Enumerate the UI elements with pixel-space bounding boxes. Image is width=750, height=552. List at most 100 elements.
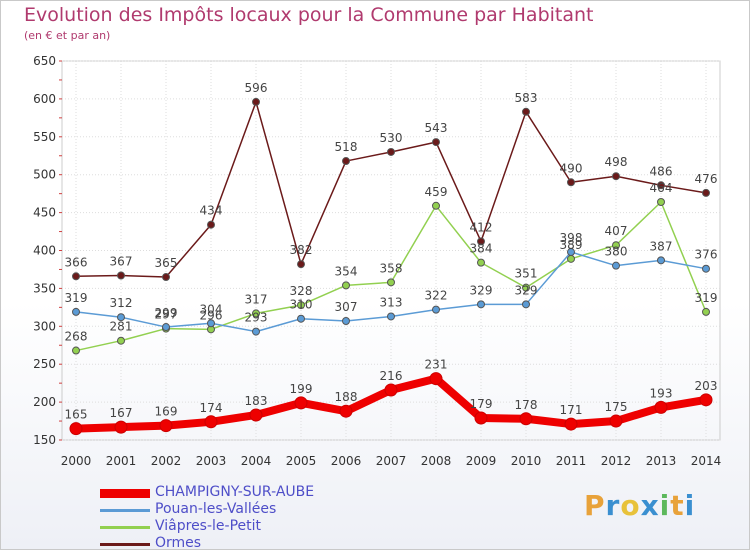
data-label: 165: [65, 408, 88, 422]
data-point: [117, 271, 125, 280]
x-tick-label: 2006: [331, 454, 362, 468]
data-label: 407: [605, 224, 628, 238]
data-point: [252, 97, 260, 106]
logo-letter: o: [620, 489, 641, 522]
y-tick-label: 200: [33, 395, 56, 409]
data-point: [114, 420, 128, 434]
legend-label: Viâpres-le-Petit: [155, 518, 262, 534]
legend-swatch: [100, 543, 150, 546]
data-point: [612, 261, 620, 270]
data-label: 464: [650, 181, 673, 195]
data-point: [699, 393, 713, 407]
data-point: [477, 237, 485, 246]
data-point: [657, 256, 665, 265]
data-point: [162, 323, 170, 332]
y-tick-label: 650: [33, 54, 56, 68]
data-point: [339, 404, 353, 418]
data-point: [159, 419, 173, 433]
data-point: [69, 422, 83, 436]
data-point: [294, 396, 308, 410]
logo-letter: t: [670, 489, 685, 522]
data-label: 329: [470, 283, 493, 297]
data-label: 329: [515, 283, 538, 297]
data-label: 313: [380, 295, 403, 309]
data-label: 231: [425, 358, 448, 372]
data-point: [702, 307, 710, 316]
data-point: [207, 319, 215, 328]
x-tick-label: 2004: [241, 454, 272, 468]
data-point: [342, 316, 350, 325]
data-point: [564, 417, 578, 431]
axes: 150 200 250 300 350 400 450 500 550 600 650 2000 200…: [33, 54, 721, 468]
data-label: 354: [335, 264, 358, 278]
legend-label: Pouan-les-Vallées: [155, 501, 277, 517]
data-point: [432, 138, 440, 147]
data-label: 412: [470, 220, 493, 234]
data-point: [654, 400, 668, 414]
data-label: 299: [155, 306, 178, 320]
data-label: 169: [155, 405, 178, 419]
data-label: 434: [200, 204, 223, 218]
data-label: 490: [560, 161, 583, 175]
data-label: 317: [245, 292, 268, 306]
data-label: 193: [650, 386, 673, 400]
data-point: [702, 188, 710, 197]
data-label: 268: [65, 330, 88, 344]
data-point: [519, 412, 533, 426]
data-label: 312: [110, 296, 133, 310]
x-tick-label: 2003: [196, 454, 227, 468]
data-point: [567, 248, 575, 257]
x-tick-label: 2013: [646, 454, 677, 468]
data-label: 498: [605, 155, 628, 169]
data-label: 296: [200, 308, 223, 322]
x-tick-label: 2010: [511, 454, 542, 468]
data-labels: 165 167 169 174 183 199 188 216 231 179 178 171 175 1…: [65, 81, 718, 422]
data-point: [297, 314, 305, 323]
legend-label: CHAMPIGNY-SUR-AUBE: [155, 484, 315, 500]
logo-letter: i: [659, 489, 671, 522]
data-label: 351: [515, 267, 538, 281]
data-label: 384: [470, 242, 493, 256]
data-label: 583: [515, 91, 538, 105]
y-tick-label: 600: [33, 92, 56, 106]
x-tick-label: 2014: [691, 454, 722, 468]
data-point: [387, 278, 395, 287]
data-label: 389: [560, 238, 583, 252]
x-tick-label: 2007: [376, 454, 407, 468]
data-label: 281: [110, 320, 133, 334]
x-tick-label: 2002: [151, 454, 182, 468]
legend-swatch: [100, 526, 150, 529]
y-tick-label: 450: [33, 206, 56, 220]
data-point: [252, 309, 260, 318]
data-point: [387, 147, 395, 156]
x-tick-label: 2009: [466, 454, 497, 468]
data-label: 178: [515, 398, 538, 412]
legend-label: Ormes: [155, 535, 202, 551]
data-label: 183: [245, 394, 268, 408]
x-tick-label: 2012: [601, 454, 632, 468]
data-label: 328: [290, 284, 313, 298]
x-tick-label: 2000: [61, 454, 92, 468]
data-point: [432, 201, 440, 210]
data-label: 382: [290, 243, 313, 257]
x-tick-label: 2008: [421, 454, 452, 468]
data-label: 367: [110, 255, 133, 269]
data-point: [609, 414, 623, 428]
data-label: 179: [470, 397, 493, 411]
data-point: [657, 181, 665, 190]
data-point: [384, 383, 398, 397]
data-label: 322: [425, 289, 448, 303]
data-label: 307: [335, 300, 358, 314]
data-point: [162, 273, 170, 282]
data-label: 319: [695, 291, 718, 305]
data-label: 543: [425, 121, 448, 135]
data-label: 171: [560, 403, 583, 417]
grid: [61, 60, 721, 441]
data-point: [612, 241, 620, 250]
legend-swatch: [100, 489, 150, 498]
y-tick-label: 350: [33, 281, 56, 295]
data-point: [72, 272, 80, 281]
y-tick-label: 500: [33, 168, 56, 182]
chart-title: Evolution des Impôts locaux pour la Comm…: [24, 4, 594, 26]
data-label: 174: [200, 401, 223, 415]
